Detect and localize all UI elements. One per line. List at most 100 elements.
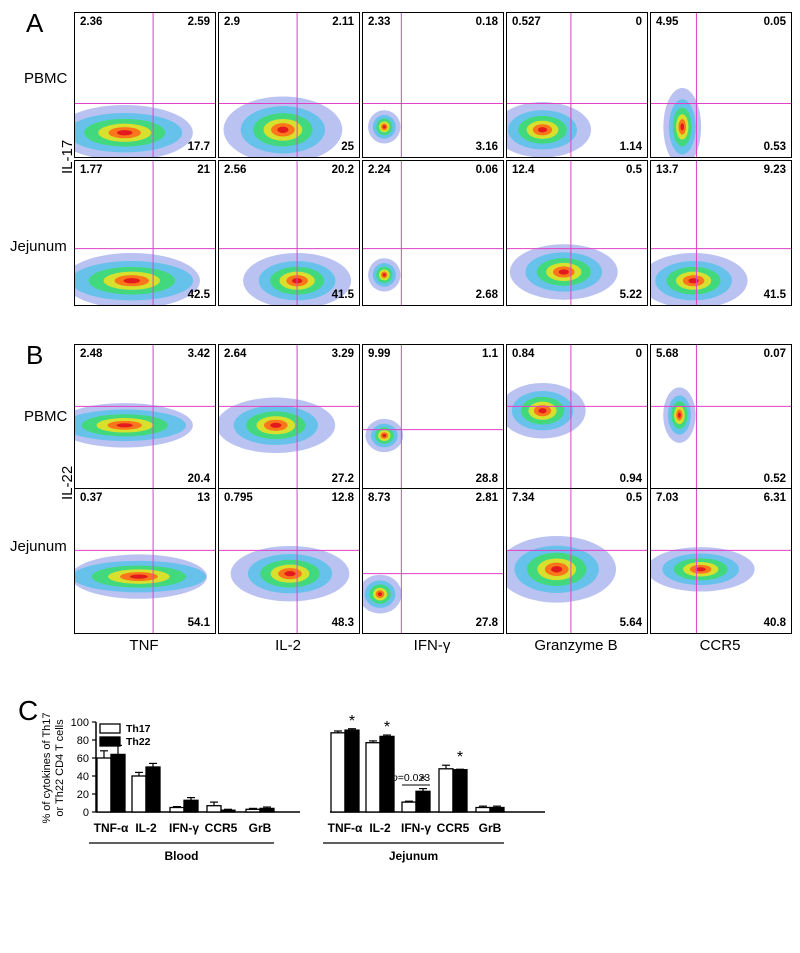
density-contour [538, 408, 547, 414]
bar-th17 [169, 806, 185, 813]
quadrant-value-ur: 21 [197, 164, 210, 176]
quadrant-value-ur: 6.31 [763, 492, 786, 504]
flow-plot-a-pbmc-tnf: 2.36 2.59 17.7 [74, 12, 216, 158]
density-plot [75, 161, 215, 305]
quadrant-value-ul: 12.4 [512, 164, 535, 176]
y-tick-label: 0 [83, 807, 89, 819]
density-contour [116, 423, 133, 428]
density-plot [651, 13, 791, 157]
y-tick-label: 60 [77, 753, 89, 765]
y-tick-label: 40 [77, 771, 89, 783]
flow-plot-b-pbmc-il2: 2.64 3.29 27.2 [218, 344, 360, 490]
quadrant-value-lr: 5.22 [619, 289, 642, 301]
y-tick-label: 20 [77, 789, 89, 801]
quadrant-value-ur: 2.59 [187, 16, 210, 28]
quadrant-value-ur: 9.23 [763, 164, 786, 176]
density-plot [75, 13, 215, 157]
quadrant-value-lr: 17.7 [187, 141, 210, 153]
quadrant-value-ul: 2.56 [224, 164, 247, 176]
quadrant-value-lr: 2.68 [475, 289, 498, 301]
density-plot [363, 489, 503, 633]
flow-plot-b-pbmc-ifng: 9.99 1.1 28.8 [362, 344, 504, 490]
x-tick-label: CCR5 [205, 821, 238, 835]
xlabel-ccr5: CCR5 [699, 637, 741, 654]
quadrant-value-ur: 12.8 [331, 492, 354, 504]
density-contour [277, 126, 289, 133]
density-contour [382, 273, 386, 277]
y-tick-label: 100 [71, 717, 89, 729]
density-plot [219, 13, 359, 157]
density-plot [651, 161, 791, 305]
flow-plot-b-jejunum-il2: 0.795 12.8 48.3 [218, 488, 360, 634]
quadrant-value-ur: 2.81 [475, 492, 498, 504]
p-value-annotation: p=0.023 [391, 772, 430, 784]
density-contour [270, 422, 282, 428]
density-contour [537, 127, 548, 133]
density-contour [695, 567, 706, 572]
bar-th17 [96, 757, 112, 813]
quadrant-value-lr: 54.1 [187, 617, 210, 629]
bar-th17 [330, 732, 346, 813]
bar-th22 [259, 807, 275, 813]
density-plot [363, 345, 503, 489]
quadrant-value-ur: 0 [635, 348, 642, 360]
density-contour [377, 592, 383, 596]
quadrant-value-ul: 2.64 [224, 348, 247, 360]
xlabel-il2: IL-2 [275, 637, 301, 654]
density-plot [75, 345, 215, 489]
xlabel-ifng: IFN-γ [413, 637, 451, 654]
quadrant-value-ur: 0.05 [763, 16, 786, 28]
bar-th17 [438, 768, 454, 813]
density-contour [677, 412, 681, 418]
density-plot [507, 345, 647, 489]
flow-plot-b-pbmc-ccr5: 5.68 0.07 0.52 [650, 344, 792, 490]
flow-plot-b-jejunum-ccr5: 7.03 6.31 40.8 [650, 488, 792, 634]
bar-th22 [489, 806, 505, 813]
flow-plot-a-jejunum-tnf: 1.77 21 42.5 [74, 160, 216, 306]
flow-plot-a-jejunum-il2: 2.56 20.2 41.5 [218, 160, 360, 306]
quadrant-value-ul: 2.36 [80, 16, 103, 28]
flow-plot-a-jejunum-ifng: 2.24 0.06 2.68 [362, 160, 504, 306]
row-label-a-jejunum: Jejunum [10, 238, 67, 255]
flow-plot-a-jejunum-ccr5: 13.7 9.23 41.5 [650, 160, 792, 306]
flow-plot-b-pbmc-granzyme-b: 0.84 0 0.94 [506, 344, 648, 490]
quadrant-value-lr: 0.53 [763, 141, 786, 153]
density-contour [129, 574, 148, 579]
bar-th17 [365, 742, 381, 813]
quadrant-value-lr: 40.8 [763, 617, 786, 629]
quadrant-value-lr: 27.2 [331, 473, 354, 485]
density-plot [219, 161, 359, 305]
x-tick-label: TNF-α [328, 821, 363, 835]
row-label-b-pbmc: PBMC [24, 408, 68, 425]
legend-label-th17: Th17 [126, 723, 151, 735]
density-plot [507, 489, 647, 633]
bar-th17 [475, 806, 491, 813]
density-contour [284, 571, 296, 577]
quadrant-value-ur: 0.07 [763, 348, 786, 360]
x-tick-label: IFN-γ [401, 821, 431, 835]
quadrant-value-ul: 0.37 [80, 492, 103, 504]
quadrant-value-ul: 1.77 [80, 164, 103, 176]
row-label-a-pbmc: PBMC [24, 70, 68, 87]
quadrant-value-ur: 0 [635, 16, 642, 28]
quadrant-value-lr: 28.8 [475, 473, 498, 485]
quadrant-value-lr: 41.5 [331, 289, 354, 301]
density-plot [219, 489, 359, 633]
quadrant-value-lr: 41.5 [763, 289, 786, 301]
quadrant-value-ul: 0.84 [512, 348, 535, 360]
quadrant-value-ul: 2.9 [224, 16, 240, 28]
quadrant-value-ur: 2.11 [332, 16, 354, 28]
bar-th22 [110, 753, 126, 813]
quadrant-value-lr: 3.16 [475, 141, 498, 153]
y-tick-label: 80 [77, 735, 89, 747]
density-plot [363, 161, 503, 305]
quadrant-value-lr: 27.8 [475, 617, 498, 629]
quadrant-value-lr: 0.94 [619, 473, 642, 485]
density-contour [680, 123, 685, 131]
bar-th17 [245, 808, 261, 813]
density-contour [117, 130, 133, 136]
quadrant-value-ul: 0.795 [224, 492, 253, 504]
quadrant-value-ul: 4.95 [656, 16, 679, 28]
quadrant-value-ur: 1.1 [482, 348, 498, 360]
